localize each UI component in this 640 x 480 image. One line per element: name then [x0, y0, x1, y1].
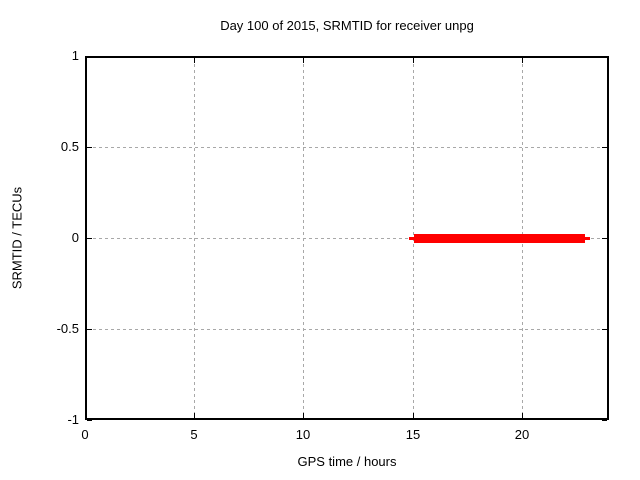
- x-tick-label: 15: [405, 427, 421, 442]
- y-tick-label: 1: [71, 48, 79, 63]
- y-tick-label: -1: [67, 412, 79, 427]
- y-tick-label: 0: [71, 230, 79, 245]
- y-tick-label: 0.5: [60, 139, 79, 154]
- x-axis-label: GPS time / hours: [297, 454, 397, 469]
- y-axis-label: SRMTID / TECUs: [9, 186, 25, 290]
- x-tick-label: 10: [295, 427, 311, 442]
- y-tick-mark-right: [602, 420, 607, 421]
- y-tick-mark-left: [87, 420, 92, 421]
- x-tick-label: 20: [514, 427, 530, 442]
- plot-area: [85, 56, 609, 420]
- y-tick-label: -0.5: [56, 321, 79, 336]
- chart-title: Day 100 of 2015, SRMTID for receiver unp…: [220, 18, 474, 33]
- x-tick-label: 0: [81, 427, 89, 442]
- x-tick-label: 5: [190, 427, 198, 442]
